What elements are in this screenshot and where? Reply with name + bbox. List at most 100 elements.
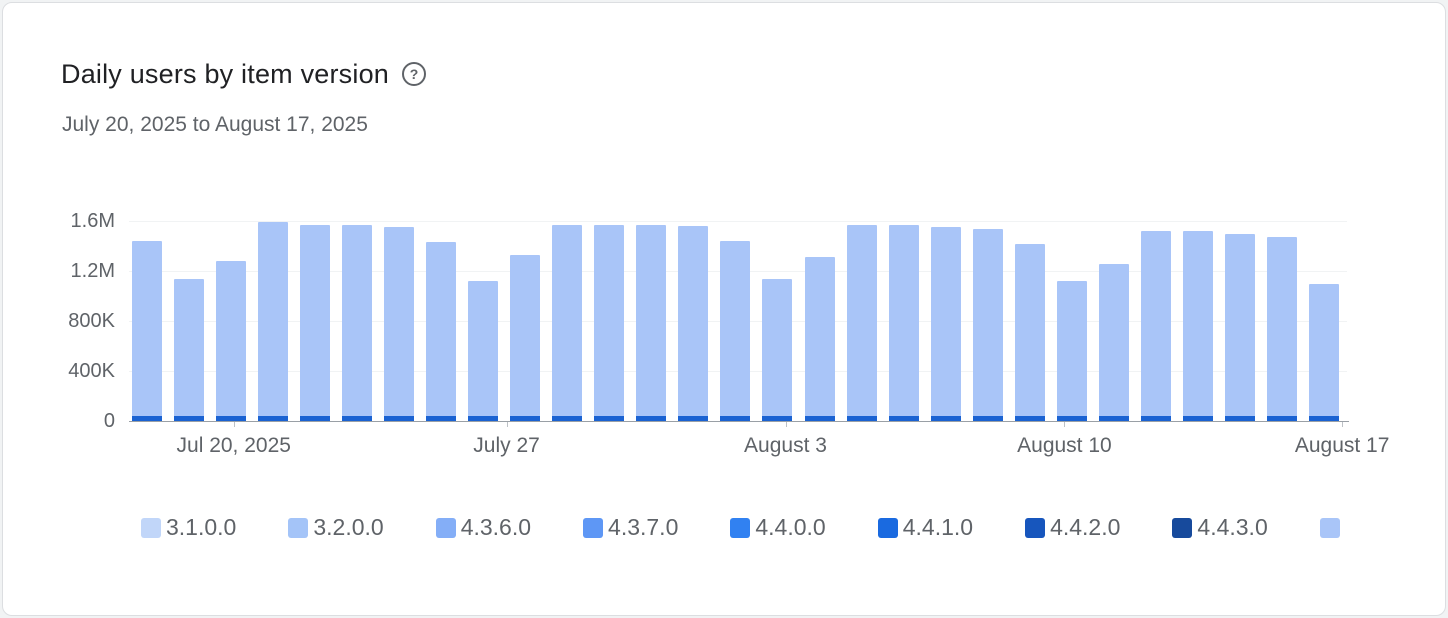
x-axis-label: Jul 20, 2025 [176,434,291,457]
legend-label: 4.3.7.0 [608,514,679,540]
legend-label: 4.4.0.0 [755,514,826,540]
bar[interactable] [930,227,961,421]
help-icon[interactable]: ? [402,62,427,86]
bar[interactable] [510,254,541,421]
y-axis-labels: 0 400K 800K 1.2M 1.6M [3,210,115,432]
legend-label: 3.1.0.0 [166,514,237,540]
x-axis-tick [233,422,235,427]
bar[interactable] [888,224,919,421]
legend-label: 4.4.2.0 [1050,514,1121,540]
legend-item: 4.4.1.0 [877,514,974,541]
gridline [129,221,1347,222]
bar[interactable] [174,278,205,421]
bar[interactable] [1014,243,1045,421]
legend-item: 4.4.0.0 [730,514,826,541]
legend-swatch [288,517,309,538]
legend-label: 3.2.0.0 [313,514,384,540]
bar[interactable] [132,241,162,421]
bar-dark-segment [930,416,961,421]
y-axis-label: 1.6M [70,210,115,232]
y-axis-label: 1.2M [70,260,115,282]
bar[interactable] [678,226,709,421]
bar-dark-segment [1182,416,1213,421]
bar-dark-segment [1140,416,1171,421]
bar[interactable] [342,224,373,421]
legend-item [1319,517,1345,538]
y-axis-label: 0 [103,410,115,432]
legend-swatch [435,517,456,538]
bar[interactable] [762,278,793,421]
bar[interactable] [1308,283,1339,421]
x-axis-line [129,421,1349,422]
bar[interactable] [1224,233,1255,421]
bar[interactable] [804,257,835,421]
legend-item: 4.3.7.0 [583,514,678,541]
bar-dark-segment [720,416,751,421]
bar[interactable] [384,227,415,421]
bar-dark-segment [216,416,247,421]
bar-dark-segment [1224,416,1255,421]
bar-dark-segment [468,416,499,421]
bar[interactable] [720,241,751,421]
x-axis-label: August 10 [1017,434,1112,457]
bar-dark-segment [1308,416,1339,421]
legend-swatch [141,517,161,538]
bar[interactable] [636,224,667,421]
bar-dark-segment [678,416,709,421]
bar[interactable] [258,222,289,421]
legend-swatch [1025,517,1046,538]
bar[interactable] [1098,263,1129,421]
bar[interactable] [468,281,499,421]
bar[interactable] [594,224,625,421]
legend-label: 4.4.3.0 [1197,514,1268,540]
legend-swatch [1319,517,1340,538]
bar[interactable] [1056,281,1087,421]
bar-dark-segment [888,416,919,421]
legend-item: 3.2.0.0 [288,514,384,541]
x-axis-tick [1342,422,1344,427]
bars-container [132,221,1339,421]
bar-dark-segment [174,416,205,421]
bar-dark-segment [1266,416,1297,421]
y-axis-label: 400K [68,360,115,382]
bar[interactable] [300,224,331,421]
bar-dark-segment [552,416,583,421]
legend-item: 4.3.6.0 [435,514,532,541]
bar-dark-segment [762,416,793,421]
bar[interactable] [1266,237,1297,421]
bar-dark-segment [972,416,1003,421]
bar[interactable] [216,261,247,421]
bar-dark-segment [636,416,667,421]
bar[interactable] [972,228,1003,421]
bar-dark-segment [132,416,162,421]
bar-dark-segment [846,416,877,421]
x-axis-label: August 17 [1294,434,1390,457]
x-axis-tick [1064,422,1066,427]
legend-swatch [877,517,898,538]
bar-dark-segment [342,416,373,421]
date-range-label: July 20, 2025 to August 17, 2025 [62,113,368,136]
bar[interactable] [846,224,877,421]
plot-area: Jul 20, 2025 July 27 August 3 August 10 Augu… [129,221,1389,457]
legend-swatch [583,517,604,538]
x-axis-label: July 27 [473,434,540,457]
y-axis-label: 800K [68,310,115,332]
x-axis-tick [506,422,508,427]
legend-swatch [1172,517,1193,538]
x-axis-labels: Jul 20, 2025 July 27 August 3 August 10 Augu… [129,434,1390,464]
legend-label: 4.3.6.0 [460,514,532,540]
bar[interactable] [552,224,583,421]
bar-dark-segment [300,416,331,421]
bar[interactable] [426,242,457,421]
bar-dark-segment [258,416,289,421]
legend-item: 4.4.3.0 [1172,514,1268,541]
legend-label: 4.4.1.0 [902,514,974,540]
bar[interactable] [1182,231,1213,421]
chart-header: Daily users by item version ? [61,57,427,91]
x-axis-label: August 3 [744,434,827,457]
bar-dark-segment [1098,416,1129,421]
bar-dark-segment [384,416,415,421]
bar-dark-segment [594,416,625,421]
bar-dark-segment [804,416,835,421]
bar[interactable] [1140,231,1171,421]
